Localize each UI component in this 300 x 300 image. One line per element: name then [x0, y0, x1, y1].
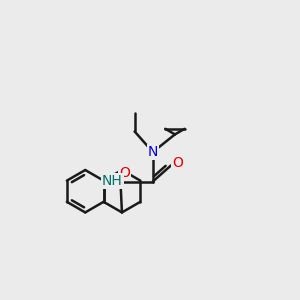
Text: NH: NH [102, 174, 123, 188]
Text: O: O [119, 166, 130, 180]
Text: N: N [148, 145, 158, 159]
Text: O: O [172, 156, 183, 170]
